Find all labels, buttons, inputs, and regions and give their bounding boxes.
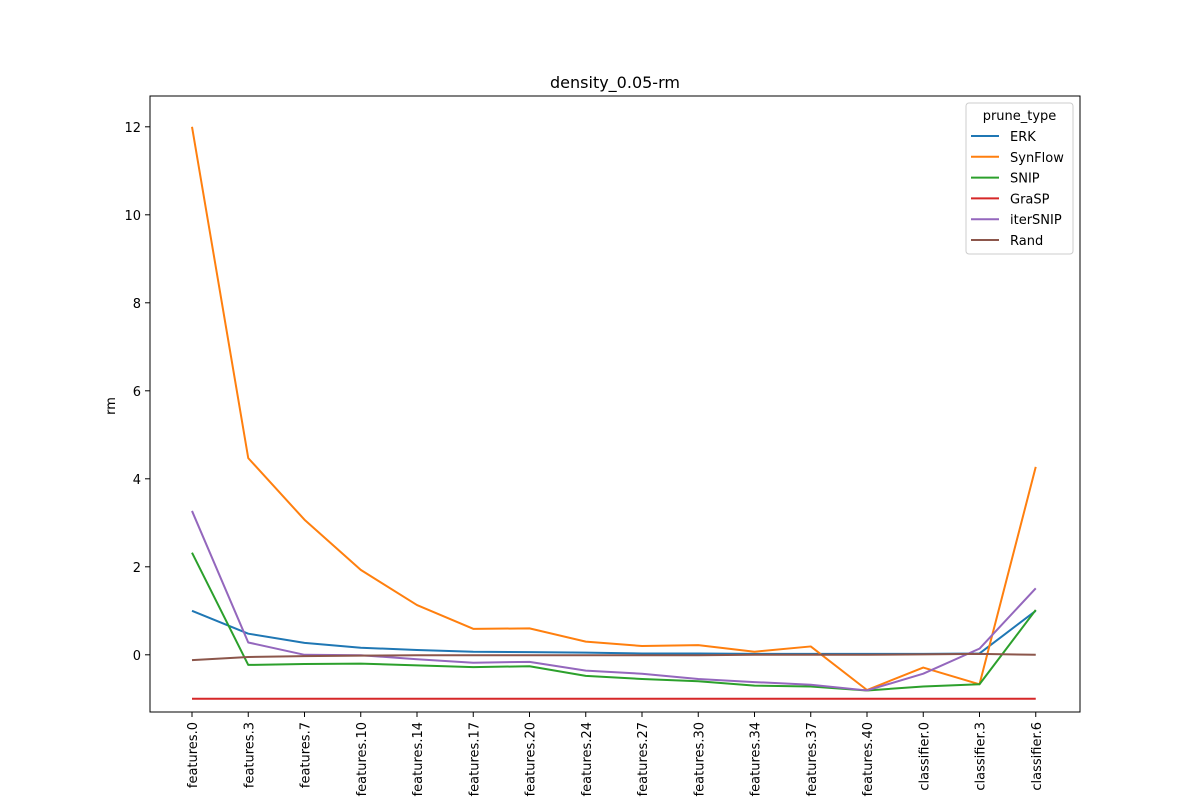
x-tick-label: features.17 <box>467 722 482 796</box>
legend-label-rand: Rand <box>1010 234 1043 249</box>
legend: prune_type ERK SynFlow SNIP GraSP iterSNIP Ran… <box>965 102 1074 255</box>
legend-box <box>965 102 1074 255</box>
legend-label-snip: SNIP <box>1010 172 1040 187</box>
x-tick-label: features.10 <box>355 722 370 796</box>
x-tick-label: features.24 <box>580 722 595 796</box>
x-tick-label: classifier.6 <box>1030 722 1045 791</box>
legend-title: prune_type <box>983 109 1057 124</box>
plot-frame <box>149 95 1081 713</box>
legend-label-synflow: SynFlow <box>1010 151 1064 166</box>
legend-label-grasp: GraSP <box>1010 192 1050 207</box>
plot-area: 0 2 4 6 8 10 12 features.0 features.3 features.7 f… <box>124 95 1081 796</box>
x-tick-label: features.34 <box>749 722 764 796</box>
series-line-erk <box>191 609 1037 655</box>
x-tick-label: features.20 <box>524 722 539 796</box>
x-tick-label: features.0 <box>186 722 201 788</box>
x-tick-label: features.7 <box>299 722 314 788</box>
y-tick-label: 4 <box>133 473 141 488</box>
x-tick-label: features.14 <box>411 722 426 796</box>
legend-label-itersnip: iterSNIP <box>1010 213 1062 228</box>
y-tick-label: 6 <box>133 385 141 400</box>
y-tick-label: 8 <box>133 297 141 312</box>
x-tick-label: features.3 <box>242 722 257 788</box>
legend-label-erk: ERK <box>1010 130 1036 145</box>
x-tick-label: features.37 <box>805 722 820 796</box>
y-tick-label: 2 <box>133 561 141 576</box>
series-line-synflow <box>191 126 1037 691</box>
series-line-rand <box>191 652 1036 662</box>
x-tick-label: features.27 <box>636 722 651 796</box>
chart-title: density_0.05-rm <box>550 73 680 93</box>
x-tick-label: features.30 <box>692 722 707 796</box>
y-tick-label: 0 <box>133 649 141 664</box>
x-tick-label: classifier.3 <box>974 722 989 791</box>
x-tick-label: classifier.0 <box>917 722 932 791</box>
x-tick-label: features.40 <box>861 722 876 796</box>
series-line-snip <box>191 552 1037 692</box>
y-axis-label: rm <box>104 397 119 415</box>
y-tick-label: 10 <box>124 209 141 224</box>
y-tick-label: 12 <box>124 121 141 136</box>
